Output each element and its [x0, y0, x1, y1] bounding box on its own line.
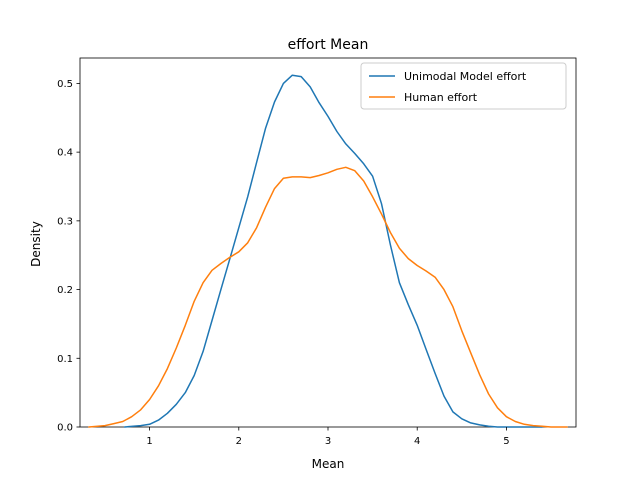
y-tick-label-3: 0.3 — [57, 216, 73, 227]
x-tick-label-0: 1 — [146, 436, 152, 447]
y-tick-label-4: 0.4 — [57, 148, 73, 159]
x-axis-label: Mean — [312, 457, 345, 471]
y-tick-label-1: 0.1 — [57, 354, 73, 365]
x-tick-label-2: 3 — [325, 436, 331, 447]
y-axis: 0.0 0.1 0.2 0.3 0.4 0.5 — [57, 79, 80, 434]
x-tick-label-3: 4 — [414, 436, 420, 447]
x-axis: 1 2 3 4 5 — [146, 427, 509, 447]
axes-frame — [80, 58, 576, 427]
curves-layer — [89, 75, 567, 427]
y-tick-label-0: 0.0 — [57, 423, 73, 434]
y-tick-label-5: 0.5 — [57, 79, 73, 90]
plot-border — [80, 58, 576, 427]
chart-title: effort Mean — [288, 37, 369, 53]
legend-label-0: Unimodal Model effort — [404, 70, 527, 83]
y-axis-label: Density — [29, 221, 43, 267]
x-tick-label-1: 2 — [236, 436, 242, 447]
series-line-1 — [89, 167, 567, 427]
legend-label-1: Human effort — [404, 91, 478, 104]
x-tick-label-4: 5 — [503, 436, 509, 447]
y-tick-label-2: 0.2 — [57, 285, 73, 296]
legend: Unimodal Model effort Human effort — [361, 63, 566, 109]
